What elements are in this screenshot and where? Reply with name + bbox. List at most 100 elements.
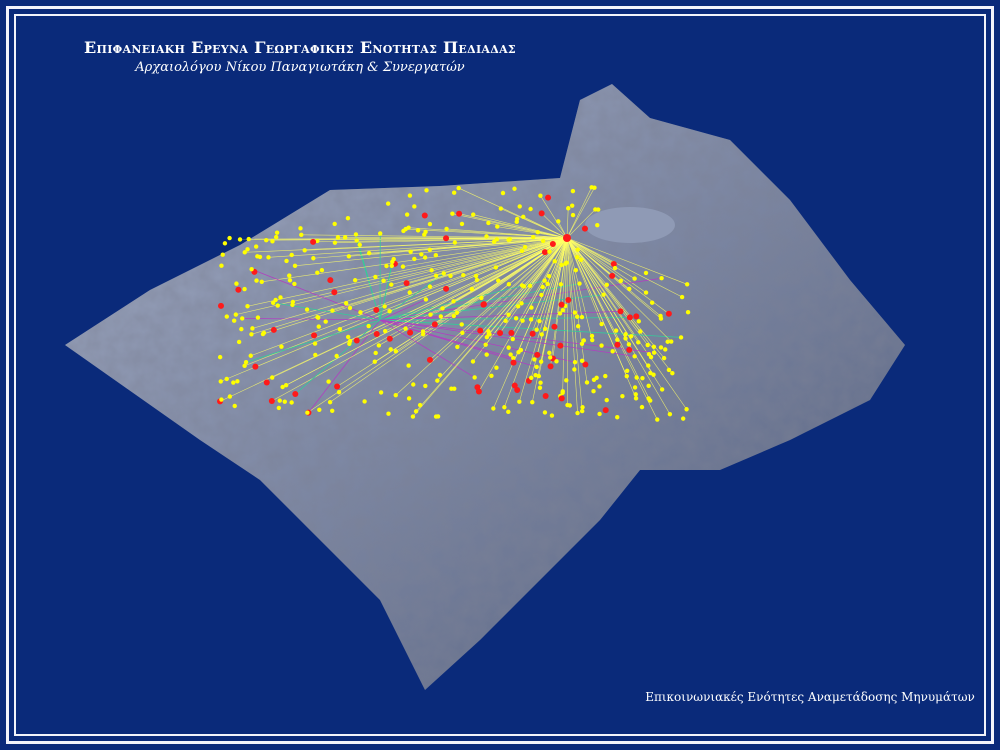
- hub-site-point: [443, 235, 450, 242]
- site-point: [335, 235, 341, 240]
- site-point: [254, 278, 259, 283]
- site-point: [537, 318, 542, 324]
- site-point: [382, 328, 388, 334]
- site-point: [595, 207, 601, 212]
- hub-site-point: [331, 289, 338, 296]
- link-line: [379, 319, 475, 378]
- hub-site-point: [426, 356, 433, 363]
- site-point: [534, 327, 539, 332]
- link-line: [379, 261, 393, 321]
- site-point: [645, 342, 650, 348]
- hub-site-point: [551, 323, 558, 330]
- hub-site-point: [353, 337, 360, 344]
- site-point: [292, 281, 297, 287]
- hub-site-point: [252, 363, 259, 370]
- site-point: [345, 334, 351, 340]
- site-point: [433, 414, 439, 419]
- site-point: [534, 364, 539, 370]
- site-point: [386, 411, 391, 416]
- site-point: [547, 350, 552, 356]
- site-point: [242, 286, 247, 292]
- site-point: [347, 338, 353, 344]
- hub-site-point: [558, 301, 565, 308]
- site-point: [633, 392, 638, 397]
- site-point: [643, 270, 649, 276]
- site-point: [531, 234, 536, 240]
- site-point: [415, 228, 421, 233]
- site-point: [597, 384, 602, 389]
- hub-site-point: [497, 330, 504, 337]
- site-point: [372, 359, 377, 364]
- link-line: [245, 319, 381, 363]
- site-point: [290, 299, 296, 305]
- site-point: [302, 248, 307, 253]
- site-point: [249, 332, 254, 337]
- site-point: [253, 244, 259, 249]
- site-point: [277, 398, 282, 403]
- site-point: [594, 375, 599, 381]
- site-point: [337, 326, 343, 332]
- site-point: [242, 363, 247, 369]
- survey-sites: [217, 185, 691, 422]
- site-point: [240, 316, 245, 321]
- hub-site-point: [431, 321, 438, 328]
- site-point: [658, 345, 664, 350]
- link-line: [379, 319, 655, 354]
- site-point: [270, 300, 276, 305]
- site-point: [560, 390, 565, 396]
- plateau-lake: [585, 207, 675, 243]
- site-point: [255, 315, 261, 320]
- site-point: [404, 212, 410, 217]
- site-point: [513, 316, 519, 321]
- site-point: [259, 279, 264, 285]
- site-point: [546, 273, 552, 279]
- site-point: [327, 399, 333, 405]
- site-point: [233, 312, 239, 317]
- hub-site-point: [626, 346, 633, 353]
- site-point: [276, 405, 282, 411]
- hub-site-point: [633, 313, 640, 320]
- hub-site-point: [510, 359, 517, 366]
- site-point: [382, 304, 387, 309]
- hub-site-point: [217, 302, 224, 309]
- site-point: [264, 238, 269, 243]
- site-point: [260, 331, 266, 337]
- site-point: [287, 278, 293, 283]
- site-point: [519, 283, 525, 288]
- link-line: [437, 237, 568, 381]
- link-line: [379, 283, 580, 321]
- site-point: [326, 379, 331, 384]
- site-point: [684, 407, 689, 412]
- site-point: [472, 375, 477, 380]
- hub-site-point: [443, 285, 450, 292]
- site-point: [433, 273, 439, 278]
- link-line: [566, 237, 665, 359]
- site-point: [658, 316, 664, 321]
- site-point: [638, 329, 643, 334]
- site-point: [246, 236, 251, 242]
- site-point: [528, 317, 534, 322]
- site-point: [599, 343, 604, 348]
- site-point: [312, 341, 318, 346]
- link-line: [402, 237, 568, 267]
- site-point: [408, 249, 413, 254]
- site-point: [564, 378, 569, 383]
- site-point: [506, 312, 511, 317]
- site-point: [518, 347, 524, 353]
- site-point: [498, 206, 504, 211]
- site-point: [527, 283, 533, 289]
- site-point: [237, 237, 243, 242]
- site-point: [270, 375, 275, 380]
- site-point: [219, 263, 224, 268]
- site-point: [655, 417, 660, 422]
- site-point: [330, 308, 335, 313]
- site-point: [385, 201, 391, 206]
- site-point: [483, 342, 488, 347]
- site-point: [280, 384, 285, 390]
- site-point: [336, 389, 342, 395]
- site-point: [381, 278, 386, 283]
- site-point: [270, 239, 275, 244]
- site-point: [389, 282, 394, 287]
- site-point: [666, 367, 672, 373]
- site-point: [532, 357, 537, 362]
